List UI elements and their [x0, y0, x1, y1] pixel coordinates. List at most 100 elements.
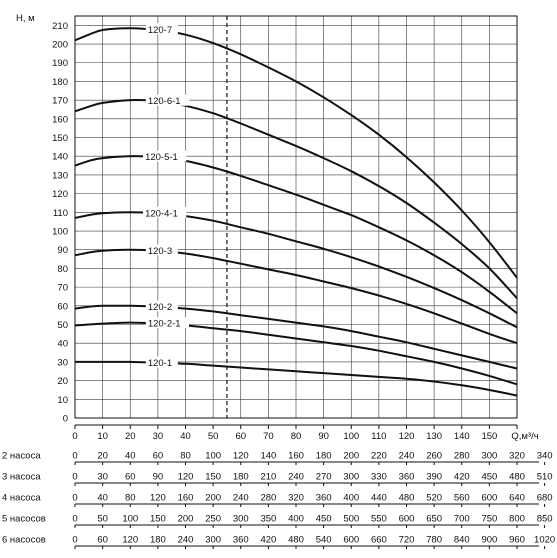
y-tick-label: 140: [52, 152, 68, 163]
pump-row-value: 240: [288, 472, 304, 483]
y-tick-label: 0: [63, 414, 68, 425]
pump-row-value: 780: [426, 535, 442, 546]
pump-row-value: 480: [399, 493, 415, 504]
pump-row-value: 340: [537, 451, 553, 462]
x-tick-label: 70: [263, 431, 274, 442]
y-tick-labels: 0 10 20 30 40 50 60 70 80 90 100 110 120 130 140 150 160…: [52, 21, 68, 425]
pump-row-value: 140: [260, 451, 276, 462]
pump-row-value: 300: [481, 451, 497, 462]
curve-120-2: [74, 304, 518, 370]
y-tick-label: 150: [52, 133, 68, 144]
curve-label-bg: [145, 317, 190, 329]
x-tick-label: 140: [454, 431, 470, 442]
curve-label-120-4-1: 120-4-1: [145, 208, 178, 219]
q-axis: 0 10 20 30 40 50 60 70 80 90 100 110 120 130 140 150 Q,м…: [72, 424, 539, 442]
pump-row-value: 300: [233, 514, 249, 525]
pump-row-value: 600: [343, 535, 359, 546]
pump-row-value: 600: [481, 493, 497, 504]
pump-row-value: 390: [426, 472, 442, 483]
y-tick-label: 200: [52, 40, 68, 51]
pump-row-value: 120: [122, 535, 138, 546]
y-axis-label: H, м: [16, 13, 35, 24]
y-tick-label: 100: [52, 227, 68, 238]
plot-frame: [74, 15, 518, 419]
curve-label-120-5-1: 120-5-1: [145, 152, 178, 163]
pump-row-value: 350: [260, 514, 276, 525]
pump-row-value: 40: [97, 493, 108, 504]
plot-frame-group: [74, 15, 518, 419]
curve-label-bg: [143, 150, 187, 162]
x-tick-label: 150: [481, 431, 497, 442]
pump-row-label: 5 насосов: [2, 514, 46, 525]
pump-row-label: 3 насоса: [2, 472, 41, 483]
pump-row-value: 40: [125, 451, 136, 462]
pump-row-value: 100: [205, 451, 221, 462]
y-tick-label: 160: [52, 114, 68, 125]
pump-row-value: 520: [426, 493, 442, 504]
curve-label-bg: [143, 206, 187, 218]
x-tick-label: 60: [235, 431, 246, 442]
pump-row-value: 150: [150, 514, 166, 525]
pump-row-value: 90: [153, 472, 164, 483]
curve-120-6-1: [74, 98, 518, 299]
pump-row-label: 4 насоса: [2, 493, 41, 504]
pump-row-value: 280: [454, 451, 470, 462]
pump-row-value: 600: [399, 514, 415, 525]
x-tick-label: 10: [97, 431, 108, 442]
pump-row-value: 150: [205, 472, 221, 483]
pump-row-value: 360: [316, 493, 332, 504]
curve-label-120-7: 120-7: [148, 25, 172, 36]
pump-row-value: 160: [288, 451, 304, 462]
pump-row-value: 960: [509, 535, 525, 546]
pump-row-value: 320: [509, 451, 525, 462]
y-tick-label: 70: [57, 283, 68, 294]
curve-label-bg: [145, 244, 178, 256]
pump-row-value: 240: [233, 493, 249, 504]
pump-row-value: 60: [153, 451, 164, 462]
curve-label-bg: [145, 94, 190, 106]
x-tick-label: 30: [153, 431, 164, 442]
pump-row-value: 660: [371, 535, 387, 546]
pump-row-value: 640: [509, 493, 525, 504]
pump-row-value: 1020: [534, 535, 555, 546]
pump-row-value: 180: [316, 451, 332, 462]
pump-row-value: 270: [316, 472, 332, 483]
pump-row-value: 0: [72, 514, 77, 525]
pump-row-value: 400: [288, 514, 304, 525]
pump-row-value: 20: [97, 451, 108, 462]
pump-row-value: 300: [205, 535, 221, 546]
pump-row-value: 840: [454, 535, 470, 546]
pump-row-value: 120: [178, 472, 194, 483]
x-tick-label: 50: [208, 431, 219, 442]
pump-row-value: 720: [399, 535, 415, 546]
pump-row-value: 440: [371, 493, 387, 504]
pump-row-value: 900: [481, 535, 497, 546]
pump-row-value: 80: [125, 493, 136, 504]
pump-row-value: 60: [125, 472, 136, 483]
pump-row-value: 0: [72, 493, 77, 504]
pump-row-value: 450: [316, 514, 332, 525]
curve-120-3: [74, 248, 518, 345]
pump-row-value: 120: [233, 451, 249, 462]
pump-row-value: 260: [426, 451, 442, 462]
pump-row-value: 330: [371, 472, 387, 483]
pump-row-value: 160: [178, 493, 194, 504]
pump-row-value: 100: [122, 514, 138, 525]
pump-row-value: 550: [371, 514, 387, 525]
pump-row-value: 400: [343, 493, 359, 504]
pump-row-value: 480: [509, 472, 525, 483]
pump-row-value: 200: [343, 451, 359, 462]
x-tick-label: 100: [343, 431, 359, 442]
pump-row-value: 700: [454, 514, 470, 525]
x-tick-label: 40: [180, 431, 191, 442]
y-tick-label: 20: [57, 376, 68, 387]
y-tick-label: 40: [57, 339, 68, 350]
pump-row-value: 80: [180, 451, 191, 462]
y-tick-label: 120: [52, 189, 68, 200]
pump-row-value: 250: [205, 514, 221, 525]
pump-row-value: 750: [481, 514, 497, 525]
curve-label-bg: [145, 300, 178, 312]
pump-row-value: 420: [454, 472, 470, 483]
pump-row-value: 280: [260, 493, 276, 504]
y-tick-label: 170: [52, 96, 68, 107]
